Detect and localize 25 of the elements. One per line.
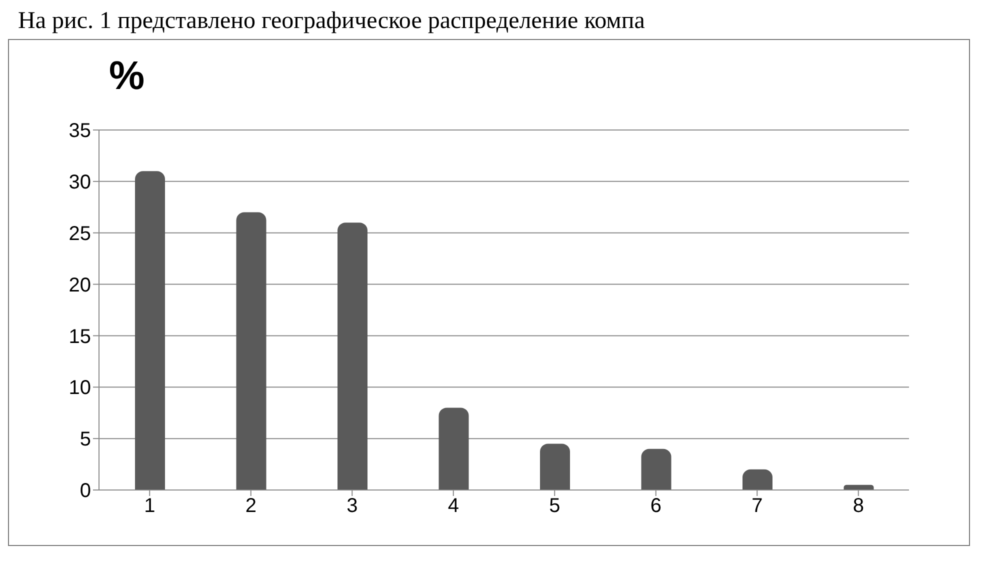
bar [438, 408, 469, 490]
x-tick-label: 7 [752, 495, 763, 518]
x-tick-label: 4 [448, 495, 459, 518]
text: На рис. 1 представлено географическое распределение компа [18, 8, 646, 35]
bar [742, 469, 772, 490]
x-tick-label: 6 [650, 495, 662, 518]
bar [338, 222, 368, 490]
x-tick-label: 5 [549, 495, 560, 518]
x-tick-label: 2 [245, 495, 256, 518]
y-tick-label: 30 [68, 172, 91, 194]
bar [236, 212, 266, 490]
x-tick-label: 8 [852, 495, 864, 518]
bar [540, 444, 570, 490]
y-tick-label: 0 [80, 480, 91, 502]
bar [641, 448, 672, 490]
y-tick-label: 15 [68, 326, 91, 348]
x-tick-label: 1 [144, 495, 156, 518]
y-tick-label: 35 [68, 120, 91, 142]
y-axis-title: % [109, 54, 145, 99]
bar [135, 171, 165, 490]
x-tick-label: 3 [346, 495, 358, 518]
y-tick-label: 5 [80, 428, 91, 451]
y-tick-label: 10 [68, 377, 91, 400]
y-tick-label: 25 [68, 222, 91, 245]
y-tick-label: 20 [68, 274, 91, 296]
